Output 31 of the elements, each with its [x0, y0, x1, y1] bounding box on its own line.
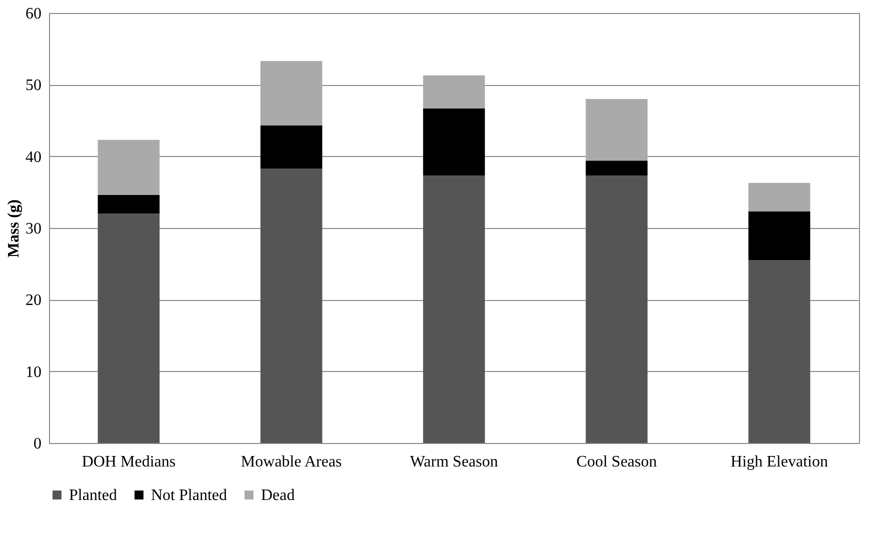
y-axis-title: Mass (g): [6, 199, 22, 258]
legend-label: Planted: [69, 487, 117, 504]
y-tick-label: 40: [26, 148, 42, 166]
bar: [423, 75, 485, 108]
bar: [748, 260, 810, 443]
y-tick-label: 0: [34, 436, 42, 452]
x-tick-label: Mowable Areas: [240, 454, 342, 470]
x-tick-label: DOH Medians: [82, 454, 176, 470]
x-tick-label: Cool Season: [576, 454, 657, 470]
x-tick-label: Warm Season: [410, 454, 498, 470]
bar: [98, 195, 160, 214]
y-tick-label: 50: [26, 77, 42, 94]
bar: [98, 140, 160, 196]
y-tick-label: 30: [26, 220, 42, 238]
x-tick-label: High Elevation: [730, 454, 828, 470]
bar: [98, 214, 160, 443]
bar: [748, 212, 810, 260]
y-tick-label: 20: [26, 292, 42, 310]
bar: [586, 176, 648, 443]
legend-label: Dead: [261, 487, 295, 504]
bar: [748, 182, 810, 212]
bar: [260, 168, 322, 443]
bar: [586, 160, 648, 176]
bar: [423, 108, 485, 176]
y-tick-label: 60: [26, 6, 42, 22]
bar: [260, 126, 322, 169]
bar: [586, 99, 648, 161]
y-tick-label: 10: [26, 364, 42, 381]
bar: [260, 61, 322, 126]
bar: [423, 176, 485, 443]
legend-label: Not Planted: [151, 487, 227, 504]
